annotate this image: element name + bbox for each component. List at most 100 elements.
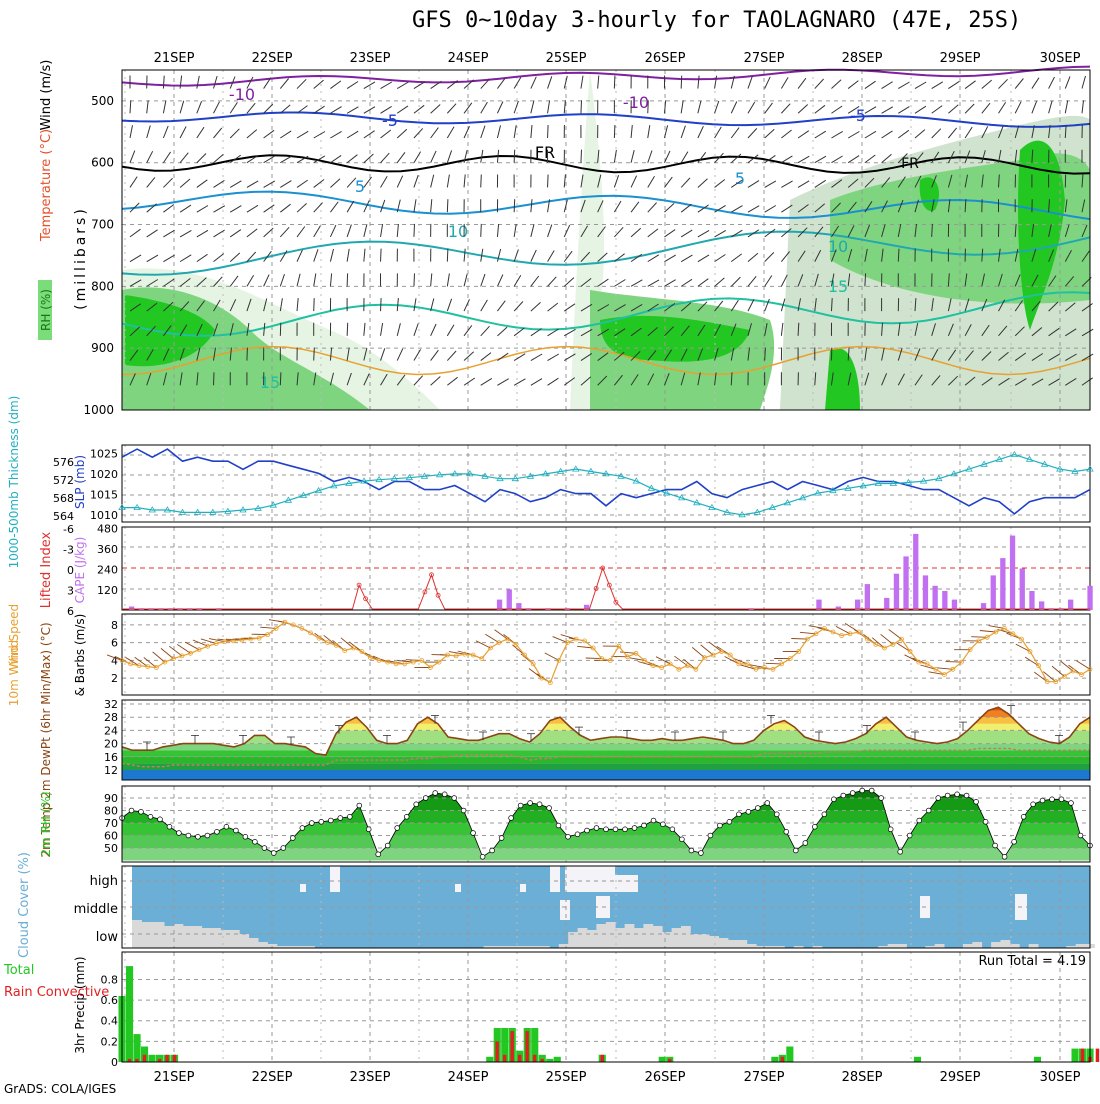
- rh-band: [122, 811, 1090, 824]
- rh-point: [243, 834, 248, 839]
- wind-barb: [631, 176, 637, 188]
- low-cloud-bar: [155, 922, 165, 948]
- wind-barb: [815, 156, 826, 163]
- wind-barb: [180, 127, 186, 139]
- cloud-tick: low: [96, 930, 119, 945]
- rh-point: [186, 833, 191, 838]
- wind-barb: [731, 206, 742, 213]
- wind-barb: [163, 101, 165, 114]
- wind-barb: [197, 206, 208, 213]
- rh-point: [1059, 797, 1064, 802]
- wind-barb: [431, 175, 434, 188]
- wind-barb: [548, 251, 555, 262]
- wind-barb: [497, 301, 505, 311]
- wind-barb: [581, 100, 582, 113]
- rh-point: [765, 801, 770, 806]
- wind-barb: [798, 156, 809, 163]
- wind-barb: [180, 76, 181, 89]
- wind-barb: [971, 637, 987, 638]
- wind-barb: [177, 644, 190, 653]
- wind-barb: [497, 102, 502, 114]
- wind-barb: [765, 181, 776, 188]
- wind-barb: [698, 152, 706, 162]
- rh-point: [309, 821, 314, 826]
- wind-barb: [180, 153, 188, 163]
- wind-tick: 6: [111, 637, 118, 650]
- cape-bar: [991, 575, 996, 610]
- wind-barb: [731, 128, 739, 138]
- cloud-patch: [300, 884, 306, 892]
- precip-total-bar: [914, 1057, 921, 1062]
- rh-point: [623, 827, 628, 832]
- wind-barb: [297, 250, 302, 262]
- contour-label: 10: [448, 222, 468, 241]
- wind-barb: [781, 130, 791, 138]
- wind-barb: [381, 200, 385, 212]
- rh-point: [566, 834, 571, 839]
- wind-barb: [414, 298, 416, 311]
- wind-barb: [180, 101, 184, 113]
- wind-barb: [330, 202, 338, 212]
- low-cloud-bar: [174, 924, 184, 948]
- wind-barb: [163, 178, 172, 187]
- low-cloud-bar: [615, 928, 625, 948]
- date-label-top: 30SEP: [1040, 51, 1081, 66]
- wind-barb: [648, 229, 658, 237]
- precip-total-bar: [126, 966, 133, 1062]
- wind-barb: [514, 77, 521, 88]
- date-label-bottom: 27SEP: [744, 1070, 785, 1085]
- wind-barb: [397, 106, 408, 113]
- wind-barb: [715, 230, 726, 237]
- wind-barb: [414, 324, 418, 336]
- rh-point: [936, 796, 941, 801]
- slp-tick: 1020: [90, 468, 118, 481]
- rh-tick: 90: [104, 792, 118, 805]
- cape-bar: [1020, 569, 1025, 611]
- low-cloud-bar: [1076, 944, 1086, 948]
- wind-barb: [848, 81, 858, 89]
- wind-barb: [180, 205, 191, 212]
- rh-point: [490, 848, 495, 853]
- wind-barb: [163, 255, 174, 262]
- wind-barb: [748, 253, 758, 261]
- thickness-tick: 564: [53, 510, 74, 523]
- rh-point: [926, 808, 931, 813]
- cape-tick: 120: [97, 584, 118, 597]
- date-label-bottom: 23SEP: [350, 1070, 391, 1085]
- wind-barb: [431, 128, 439, 138]
- wind-barb: [748, 276, 756, 286]
- rh-point: [224, 824, 229, 829]
- wind-barb: [481, 326, 490, 336]
- wind-barb: [314, 132, 325, 139]
- rh-point: [974, 799, 979, 804]
- precip-total-bar: [659, 1057, 666, 1062]
- wind-barb: [798, 105, 808, 114]
- wind-barb: [748, 102, 755, 113]
- wind-barb: [731, 102, 737, 114]
- wind-barbs-label: & Barbs (m/s): [73, 614, 87, 697]
- wind-speed-line: [122, 622, 1090, 682]
- rh-point: [518, 803, 523, 808]
- wind-barb: [1049, 101, 1053, 113]
- rh-point: [357, 803, 362, 808]
- wind-barb: [431, 199, 432, 212]
- wind-barb: [1015, 79, 1023, 89]
- wind-barb: [531, 354, 542, 361]
- wind-barb: [481, 378, 492, 385]
- wind-barb: [230, 206, 241, 213]
- wind-barb: [648, 151, 652, 163]
- wind-barb: [247, 275, 254, 286]
- wind-barb: [297, 298, 298, 311]
- slp-tick: 1010: [90, 509, 118, 522]
- wind-barb: [297, 274, 300, 287]
- cloud-patch: [550, 866, 560, 892]
- wind-barb: [897, 643, 911, 652]
- wind-barb: [230, 230, 241, 237]
- wind-barb: [586, 658, 602, 659]
- rh-point: [822, 812, 827, 817]
- temp-tick: 20: [104, 738, 118, 751]
- wind-barb: [147, 151, 153, 163]
- li-axis-label: Lifted Index: [39, 531, 54, 608]
- credit-label: GrADS: COLA/IGES: [4, 1082, 116, 1096]
